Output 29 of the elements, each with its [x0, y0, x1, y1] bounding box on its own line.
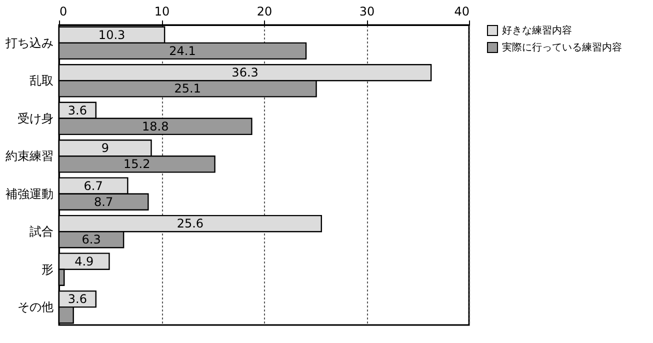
legend-label: 好きな練習内容 — [502, 24, 572, 36]
x-tick-label: 20 — [256, 4, 272, 18]
y-tick-label: 形 — [42, 262, 54, 276]
y-tick-label: 打ち込み — [4, 36, 54, 50]
y-tick-label: 補強運動 — [6, 186, 54, 201]
x-tick-label: 40 — [454, 4, 470, 18]
y-tick-label: 約束練習 — [6, 149, 54, 164]
data-label: 6.3 — [82, 232, 101, 247]
data-label: 6.7 — [84, 178, 103, 193]
y-tick-label: 乱取 — [30, 74, 54, 88]
y-tick-label: 受け身 — [18, 111, 54, 126]
x-tick-label: 30 — [359, 4, 375, 18]
data-label: 36.3 — [232, 66, 258, 80]
data-label: 18.8 — [142, 119, 169, 134]
data-label: 15.2 — [124, 157, 150, 172]
data-label: 4.9 — [74, 254, 94, 268]
data-label: 24.1 — [169, 44, 196, 58]
y-tick-label: 試合 — [30, 224, 54, 239]
data-label: 8.7 — [94, 194, 114, 209]
data-label: 25.6 — [176, 216, 204, 231]
data-label: 10.3 — [98, 28, 126, 42]
data-label: 3.6 — [68, 103, 87, 118]
y-tick-label: その他 — [18, 300, 54, 314]
x-tick-label: 10 — [154, 4, 170, 18]
x-tick-label: 0 — [60, 4, 68, 18]
data-label: 3.6 — [68, 292, 87, 306]
data-label: 25.1 — [174, 82, 201, 96]
legend-label: 実際に行っている練習内容 — [502, 42, 622, 54]
data-label: 9 — [101, 141, 109, 156]
